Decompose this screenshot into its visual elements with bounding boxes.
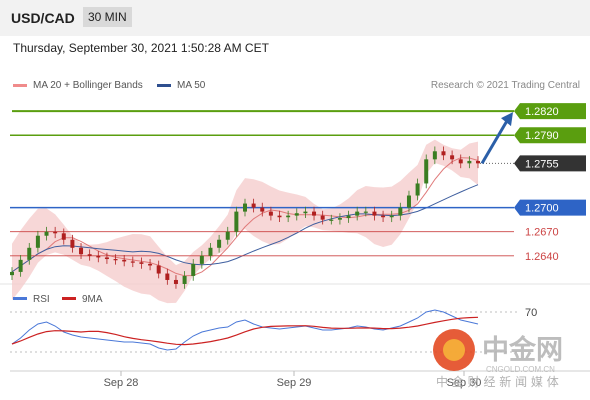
chart-datetime: Thursday, September 30, 2021 1:50:28 AM …	[13, 41, 269, 55]
ma50-swatch	[157, 83, 171, 87]
rsi-line	[11, 309, 479, 351]
legend-ma50: MA 50	[157, 80, 205, 91]
chart-header: USD/CAD 30 MIN	[0, 0, 590, 36]
projection-arrowhead	[501, 112, 513, 127]
candle-body	[53, 231, 58, 234]
candle-body	[61, 233, 66, 240]
candle-body	[191, 263, 196, 276]
candle-body	[286, 215, 291, 218]
rsi-legend-label: RSI	[33, 294, 50, 305]
candle-body	[35, 235, 40, 248]
candle-body	[303, 211, 308, 214]
candle-body	[355, 211, 360, 216]
ma20-swatch	[13, 83, 27, 87]
candle-body	[277, 215, 282, 218]
candle-body	[70, 239, 75, 248]
rsi-ma-swatch	[62, 297, 76, 300]
candle-body	[458, 159, 463, 164]
legend-ma50-label: MA 50	[177, 80, 206, 91]
level-label: 1.2755	[525, 158, 559, 170]
candle-body	[156, 265, 161, 274]
candle-body	[104, 257, 109, 260]
level-tag	[514, 155, 586, 172]
level-tag	[514, 127, 586, 144]
timeframe-badge[interactable]: 30 MIN	[83, 7, 132, 27]
legend-ma20: MA 20 + Bollinger Bands	[13, 80, 143, 91]
candle-body	[432, 151, 437, 160]
candle-body	[424, 159, 429, 184]
candle-body	[363, 211, 368, 213]
candle-body	[329, 219, 334, 221]
level-label: 1.2700	[525, 203, 559, 215]
level-tag	[514, 103, 586, 120]
rsi-ma-line	[11, 316, 479, 346]
candle-body	[415, 183, 420, 196]
candle-body	[44, 231, 49, 236]
watermark-domain: CNGOLD.COM.CN	[486, 365, 555, 374]
watermark-name: 中金网	[482, 334, 563, 366]
projection-arrow	[480, 118, 510, 165]
x-tick-label: Sep 30	[447, 377, 482, 389]
candle-body	[225, 231, 230, 240]
x-tick-label: Sep 28	[104, 377, 139, 389]
candle-body	[139, 262, 144, 264]
candle-body	[372, 211, 377, 216]
watermark-tagline: 中 金 财 经 新 闻 媒 体	[436, 374, 559, 389]
candle-body	[27, 247, 32, 260]
level-label: 1.2640	[525, 251, 559, 263]
candle-body	[476, 160, 480, 164]
candle-body	[87, 254, 92, 256]
candle-body	[251, 203, 256, 208]
legend-ma20-label: MA 20 + Bollinger Bands	[33, 80, 143, 91]
candle-body	[346, 215, 351, 219]
level-label: 1.2790	[525, 130, 559, 142]
candle-body	[18, 259, 23, 272]
candle-body	[389, 215, 394, 218]
candle-body	[148, 263, 153, 266]
candle-body	[467, 160, 472, 164]
candle-body	[96, 255, 101, 258]
candle-body	[10, 271, 14, 276]
candle-body	[234, 211, 239, 232]
x-tick-label: Sep 29	[277, 377, 312, 389]
rsi-swatch	[13, 297, 27, 300]
level-tag	[514, 199, 586, 216]
candle-body	[381, 215, 386, 218]
candle-body	[337, 218, 342, 220]
candle-body	[113, 259, 118, 261]
level-label: 1.2820	[525, 106, 559, 118]
rsi-ma-legend-label: 9MA	[82, 294, 103, 305]
candle-body	[450, 155, 455, 160]
watermark-logo-inner	[443, 339, 465, 361]
candle-body	[199, 255, 204, 264]
candle-body	[165, 273, 170, 280]
candle-body	[320, 215, 325, 220]
candle-body	[173, 279, 178, 284]
candle-body	[243, 203, 247, 212]
candle-body	[182, 275, 187, 284]
candle-body	[79, 247, 84, 255]
candle-body	[260, 207, 265, 212]
candle-body	[268, 211, 273, 216]
candle-body	[217, 239, 222, 248]
candle-body	[122, 259, 127, 262]
candle-body	[312, 211, 317, 216]
level-label: 1.2670	[525, 227, 559, 239]
candle-body	[130, 261, 135, 263]
bollinger-band	[12, 139, 478, 304]
symbol-label: USD/CAD	[11, 10, 75, 26]
candle-body	[398, 207, 403, 216]
candle-body	[406, 195, 411, 208]
candle-body	[294, 213, 299, 216]
candle-body	[208, 247, 213, 256]
credit-text: Research © 2021 Trading Central	[430, 80, 580, 91]
rsi-level-label: 70	[525, 307, 537, 319]
candle-body	[441, 151, 446, 156]
